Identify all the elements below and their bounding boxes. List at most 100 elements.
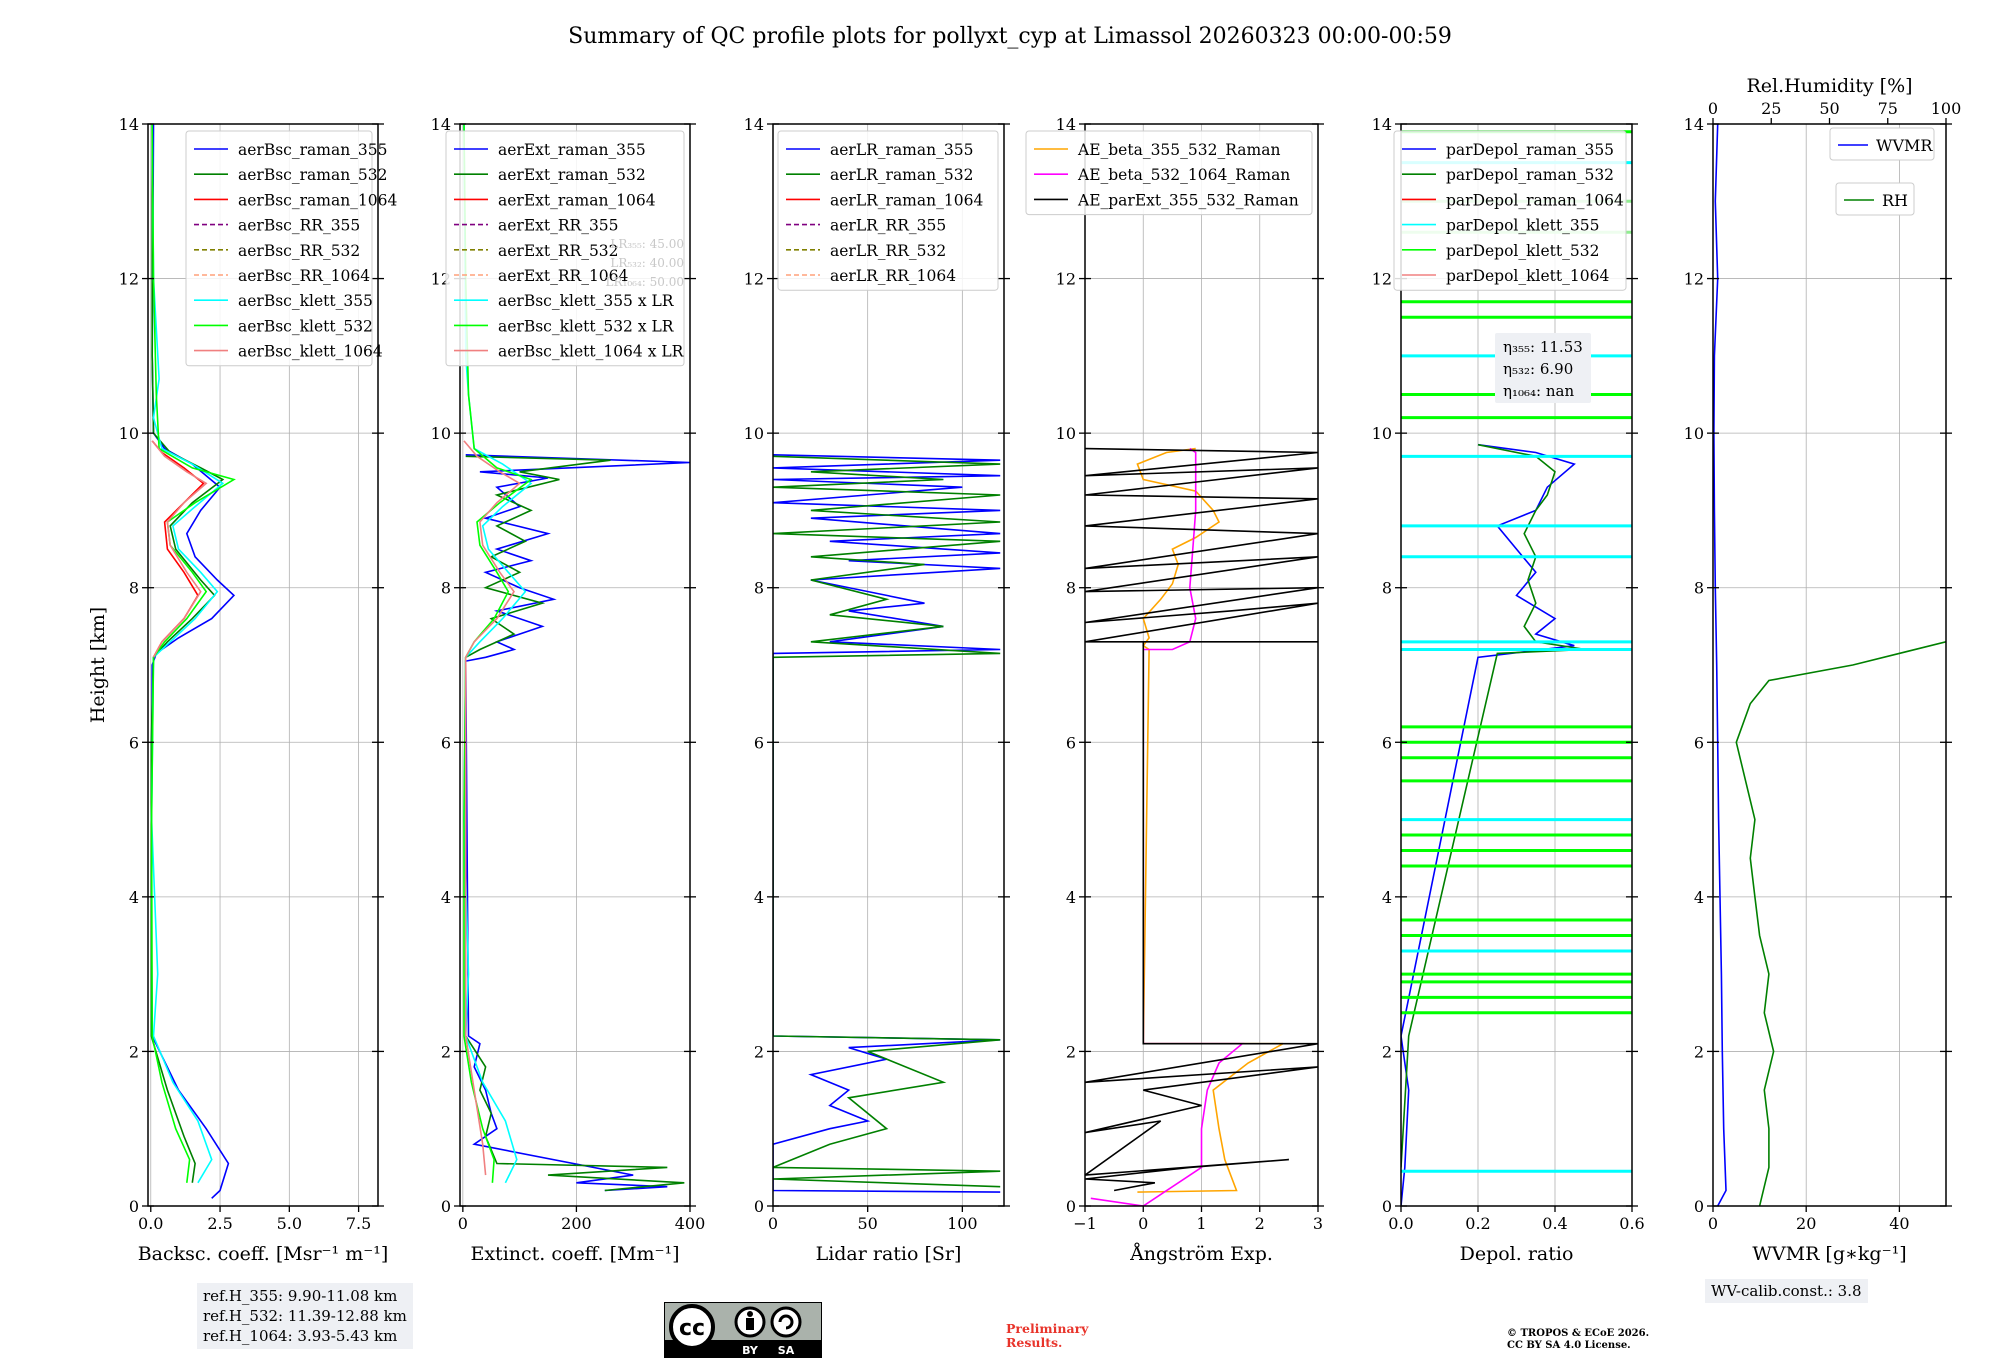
ytick-label: 12 <box>119 270 139 289</box>
legend-label: WVMR <box>1876 136 1933 155</box>
xtick-label: 1 <box>1196 1214 1206 1233</box>
ytick-label: 0 <box>441 1197 451 1216</box>
xtick-label: 50 <box>857 1214 877 1233</box>
ytick-label: 0 <box>754 1197 764 1216</box>
svg-text:BY: BY <box>742 1344 759 1357</box>
ytick-label: 6 <box>1382 733 1392 752</box>
ytick-label: 6 <box>1694 733 1704 752</box>
xtick-label: 5.0 <box>277 1214 302 1233</box>
ytick-label: 8 <box>441 579 451 598</box>
ytick-label: 10 <box>431 424 451 443</box>
panel-depol: 0 2 4 6 8 10 12 14 0.0 0.2 0.4 0.6 Depol. ratio parDe… <box>1372 115 1645 1265</box>
legend: parDepol_raman_355 parDepol_raman_532 parD… <box>1393 130 1627 291</box>
ytick-label: 14 <box>119 115 139 134</box>
x2-axis-label: Rel.Humidity [%] <box>1746 75 1912 97</box>
ytick-label: 14 <box>1372 115 1392 134</box>
legend-label: aerBsc_klett_1064 x LR <box>498 343 685 361</box>
ytick-label: 0 <box>1066 1197 1076 1216</box>
lidar-ratio-note: LR₃₅₅: 45.00 <box>610 237 684 251</box>
legend-label: aerExt_RR_532 <box>498 242 619 260</box>
legend: AE_beta_355_532_Raman AE_beta_532_1064_Ra… <box>1025 130 1313 216</box>
ytick-label: 6 <box>129 733 139 752</box>
ytick-label: 10 <box>1372 424 1392 443</box>
legend-label: parDepol_raman_532 <box>1446 166 1614 184</box>
ytick-label: 4 <box>754 888 764 907</box>
share-alike-icon <box>770 1306 802 1338</box>
legend-label: RH <box>1882 191 1908 210</box>
series-line-aerBsc_klett_1064 <box>151 440 208 658</box>
legend-label: aerBsc_klett_1064 <box>238 343 383 361</box>
legend: aerLR_raman_355 aerLR_raman_532 aerLR_rama… <box>777 130 999 291</box>
lidar-ratio-note: LR₅₃₂: 40.00 <box>610 256 684 270</box>
series-group <box>463 124 690 1192</box>
xtick-label: 0.2 <box>1465 1214 1490 1233</box>
legend-label: parDepol_klett_1064 <box>1446 267 1609 285</box>
axes-frame <box>1712 123 1947 1207</box>
legend-label: parDepol_raman_1064 <box>1446 191 1624 209</box>
copyright-note: © TROPOS & ECoE 2026. CC BY SA 4.0 Licen… <box>1507 1328 1650 1351</box>
ytick-label: 2 <box>1694 1042 1704 1061</box>
eta-value: η₃₅₅: 11.53 <box>1503 338 1583 356</box>
ytick-label: 0 <box>129 1197 139 1216</box>
legend: aerExt_raman_355 aerExt_raman_532 aerExt_r… <box>445 130 685 367</box>
legend-label: aerLR_raman_532 <box>830 166 973 184</box>
wv-calib-constant-box: WV-calib.const.: 3.8 <box>1705 1279 1868 1303</box>
ytick-label: 10 <box>119 424 139 443</box>
xtick-label: 100 <box>947 1214 978 1233</box>
ytick-label: 2 <box>1382 1042 1392 1061</box>
ytick-label: 8 <box>1382 579 1392 598</box>
figure-title: Summary of QC profile plots for pollyxt_… <box>568 24 1452 49</box>
legend-label: aerBsc_raman_1064 <box>238 191 398 209</box>
legend-label: aerLR_raman_355 <box>830 141 973 159</box>
xtick-label: 0.0 <box>138 1214 163 1233</box>
series-group <box>1085 447 1318 1206</box>
series-line-AE_beta_355_532_Raman <box>1136 447 1284 1193</box>
legend-label: parDepol_raman_355 <box>1446 141 1614 159</box>
eta-value: η₅₃₂: 6.90 <box>1503 360 1573 378</box>
xtick-label: 7.5 <box>346 1214 371 1233</box>
series-line-aerLR_raman_355 <box>773 454 1001 1193</box>
legend: aerBsc_raman_355 aerBsc_raman_532 aerBsc_r… <box>185 130 398 367</box>
panel-lr: 0 2 4 6 8 10 12 14 0 50 100 Lidar ratio [Sr] aerLR_r… <box>744 115 1010 1265</box>
reference-height-box: ref.H_355: 9.90-11.08 km ref.H_532: 11.3… <box>197 1283 413 1349</box>
ytick-label: 0 <box>1382 1197 1392 1216</box>
svg-text:cc: cc <box>679 1316 705 1341</box>
xtick-label: 0 <box>1138 1214 1148 1233</box>
axes-frame <box>1400 123 1633 1207</box>
cc-by-sa-logo: cc BY SA <box>664 1302 822 1358</box>
legend-label: aerBsc_klett_532 <box>238 317 373 335</box>
series-group <box>1713 124 1946 1206</box>
legend-box <box>445 130 685 367</box>
legend-label: aerLR_RR_355 <box>830 217 946 235</box>
xtick-label: 0 <box>768 1214 778 1233</box>
legend-label: AE_beta_355_532_Raman <box>1077 141 1280 159</box>
ytick-label: 4 <box>1066 888 1076 907</box>
legend-label: aerLR_RR_1064 <box>830 267 956 285</box>
preliminary-results-note: Preliminary Results. <box>1006 1321 1089 1350</box>
xtick-label: 2 <box>1255 1214 1265 1233</box>
ytick-label: 4 <box>1382 888 1392 907</box>
axes-frame <box>772 123 1005 1207</box>
ytick-label: 6 <box>1066 733 1076 752</box>
ytick-label: 14 <box>1684 115 1704 134</box>
ytick-label: 2 <box>1066 1042 1076 1061</box>
series-line-aerBsc_klett_355 x LR <box>463 124 533 1184</box>
x2tick-label: 100 <box>1931 99 1962 118</box>
ytick-label: 10 <box>744 424 764 443</box>
legend-label: parDepol_klett_532 <box>1446 242 1599 260</box>
ytick-label: 6 <box>754 733 764 752</box>
legend-box <box>1393 130 1627 291</box>
ytick-label: 12 <box>1056 270 1076 289</box>
legend-label: aerBsc_klett_532 x LR <box>498 317 675 335</box>
ytick-label: 6 <box>441 733 451 752</box>
ref-height-532: ref.H_532: 11.39-12.88 km <box>203 1307 407 1325</box>
ytick-label: 12 <box>1684 270 1704 289</box>
y-axis-label: Height [km] <box>87 607 109 723</box>
ytick-label: 8 <box>1694 579 1704 598</box>
series-line-parDepol_raman_532 <box>1401 443 1586 1168</box>
x2tick-label: 0 <box>1708 99 1718 118</box>
ytick-label: 12 <box>1372 270 1392 289</box>
